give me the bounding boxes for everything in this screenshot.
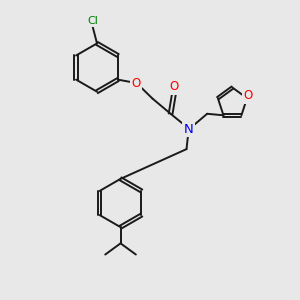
Text: N: N <box>184 123 194 136</box>
Text: Cl: Cl <box>87 16 98 26</box>
Text: O: O <box>131 77 141 90</box>
Text: O: O <box>244 89 253 102</box>
Text: O: O <box>169 80 179 93</box>
